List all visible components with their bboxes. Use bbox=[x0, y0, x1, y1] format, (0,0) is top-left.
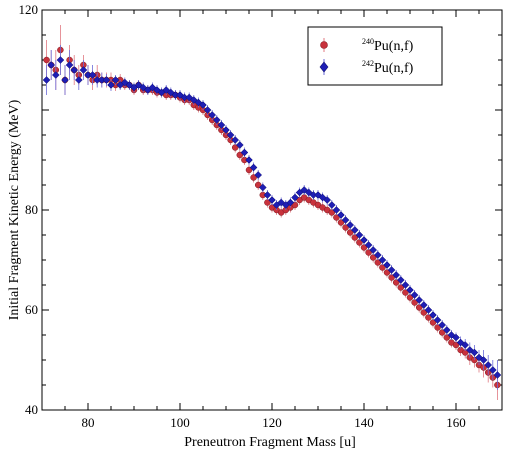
x-axis-title: Preneutron Fragment Mass [u] bbox=[184, 435, 355, 450]
data-point bbox=[488, 366, 497, 374]
data-point bbox=[258, 183, 267, 192]
legend-label-242pu: 242Pu(n,f) bbox=[362, 59, 414, 76]
data-point bbox=[42, 76, 51, 84]
data-point bbox=[493, 371, 502, 379]
data-point bbox=[346, 221, 355, 229]
data-point bbox=[323, 196, 332, 204]
legend-box bbox=[307, 26, 443, 86]
y-tick-label: 120 bbox=[19, 2, 39, 17]
data-point bbox=[65, 61, 74, 69]
legend-marker-240pu bbox=[320, 38, 328, 52]
data-point bbox=[107, 81, 115, 89]
data-point bbox=[401, 281, 410, 289]
data-point bbox=[47, 61, 56, 69]
data-point bbox=[410, 291, 419, 299]
legend-superscript-242: 242 bbox=[362, 59, 374, 68]
data-point bbox=[373, 251, 382, 259]
data-point bbox=[231, 136, 240, 144]
data-point bbox=[286, 198, 295, 207]
data-point bbox=[424, 306, 433, 314]
data-point bbox=[249, 163, 258, 172]
data-point bbox=[360, 236, 368, 244]
data-point bbox=[396, 276, 405, 284]
data-point bbox=[442, 326, 451, 334]
y-axis-title: Initial Fragment Kinetic Energy (MeV) bbox=[7, 99, 22, 320]
data-point bbox=[102, 76, 111, 84]
legend-marker-242pu bbox=[319, 59, 329, 75]
data-point bbox=[383, 261, 391, 269]
data-point bbox=[222, 126, 230, 134]
data-point bbox=[327, 201, 336, 209]
data-point bbox=[111, 76, 120, 84]
data-point bbox=[369, 246, 378, 254]
data-point bbox=[470, 348, 479, 357]
axis-ticks: 80 100 120 140 160 40 60 80 120 bbox=[19, 2, 503, 430]
data-point bbox=[419, 301, 428, 309]
data-points bbox=[42, 25, 502, 400]
data-point bbox=[212, 116, 221, 124]
data-point bbox=[350, 226, 359, 234]
data-point bbox=[392, 271, 401, 279]
legend: 240Pu(n,f) 242Pu(n,f) bbox=[307, 26, 443, 86]
data-point bbox=[341, 216, 350, 224]
series-242pu bbox=[42, 45, 502, 390]
data-point bbox=[226, 131, 235, 139]
data-point bbox=[240, 148, 249, 157]
y-tick-label: 60 bbox=[25, 302, 38, 317]
data-point bbox=[235, 141, 244, 149]
legend-superscript-240: 240 bbox=[362, 37, 374, 46]
data-point bbox=[332, 206, 341, 214]
data-point bbox=[429, 311, 437, 319]
data-point bbox=[199, 101, 207, 109]
data-point bbox=[88, 71, 97, 79]
data-point bbox=[74, 76, 83, 84]
data-point bbox=[43, 56, 50, 64]
data-point bbox=[415, 296, 424, 304]
data-point bbox=[61, 76, 69, 84]
data-point bbox=[56, 56, 65, 64]
data-point bbox=[245, 166, 253, 174]
data-point bbox=[250, 174, 257, 181]
legend-reaction-242: Pu(n,f) bbox=[374, 61, 414, 76]
data-point bbox=[268, 196, 276, 204]
data-point bbox=[433, 316, 442, 324]
y-tick-label: 80 bbox=[25, 202, 38, 217]
data-point bbox=[51, 71, 60, 79]
data-point bbox=[452, 333, 460, 342]
legend-reaction-240: Pu(n,f) bbox=[374, 39, 414, 54]
data-point bbox=[254, 171, 263, 179]
data-point bbox=[484, 361, 493, 369]
data-point bbox=[245, 156, 253, 164]
legend-label-240pu: 240Pu(n,f) bbox=[362, 37, 414, 54]
data-point bbox=[378, 256, 387, 264]
x-tick-label: 140 bbox=[354, 415, 374, 430]
data-point bbox=[70, 66, 79, 74]
data-point bbox=[355, 231, 364, 239]
data-point bbox=[438, 321, 447, 329]
data-point bbox=[461, 341, 470, 349]
data-point bbox=[217, 121, 226, 129]
x-tick-label: 80 bbox=[82, 415, 95, 430]
data-point bbox=[263, 191, 272, 199]
x-tick-label: 120 bbox=[262, 415, 282, 430]
data-point bbox=[236, 151, 244, 159]
data-point bbox=[203, 106, 212, 114]
data-point bbox=[364, 241, 373, 249]
data-point bbox=[387, 266, 396, 274]
data-point bbox=[479, 356, 488, 364]
data-point bbox=[291, 193, 299, 202]
data-point bbox=[208, 111, 217, 119]
data-point bbox=[254, 181, 262, 189]
data-point bbox=[337, 211, 345, 219]
x-tick-label: 100 bbox=[170, 415, 190, 430]
data-point bbox=[406, 286, 414, 294]
y-tick-label: 40 bbox=[25, 402, 38, 417]
x-tick-label: 160 bbox=[446, 415, 466, 430]
data-point bbox=[79, 66, 88, 74]
